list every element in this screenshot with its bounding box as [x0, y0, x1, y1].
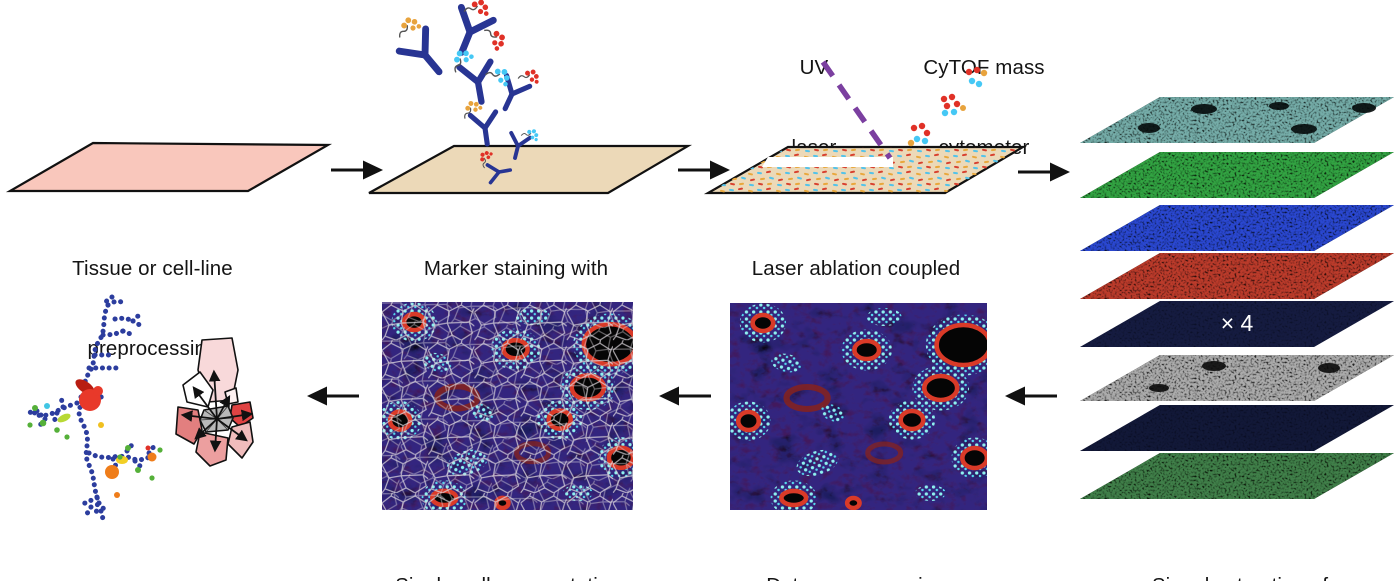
step-label-extraction: Signal extraction of 32 measured markers — [1087, 520, 1393, 581]
channel-layer-dark-navy — [1080, 405, 1394, 451]
label-line: preprocessing — [87, 337, 218, 361]
step-label-preprocessing: Tissue or cell-line preprocessing — [10, 203, 295, 416]
arrow-right-2 — [678, 160, 730, 180]
label-line: Marker staining with — [423, 257, 609, 281]
ablation-graphic — [703, 60, 1028, 195]
step-label-segmentation: Single-cell segmentation — [358, 520, 658, 581]
arrow-left-3 — [307, 386, 359, 406]
label-line: Single-cell segmentation — [358, 573, 658, 581]
arrow-right-1 — [331, 160, 383, 180]
analysis-graphic — [24, 294, 254, 522]
tree-highlight-nodes — [27, 379, 163, 498]
label-line: Laser ablation coupled — [751, 257, 961, 281]
tissue-slide-graphic — [5, 141, 333, 193]
channel-layer-dark-green — [1080, 453, 1394, 499]
staining-graphic — [368, 0, 693, 195]
ablated-track — [762, 157, 893, 167]
label-line: Data preprocessing — [706, 573, 1006, 581]
layer-multiplier-label: × 4 — [1221, 310, 1254, 336]
marker-speckles — [708, 147, 1023, 193]
uv-laser-beam-icon — [820, 60, 893, 160]
label-line: Signal extraction of — [1087, 573, 1393, 581]
channel-layer-blue — [1080, 205, 1394, 251]
label-line: Downstream data analysis — [3, 577, 306, 581]
channel-layer-navy: × 4 — [1080, 301, 1394, 347]
step-label-analysis: Downstream data analysis — [3, 524, 306, 581]
arrow-left-1 — [1005, 386, 1057, 406]
arrow-left-2 — [659, 386, 711, 406]
channel-layer-teal — [1080, 97, 1394, 143]
arrow-right-3 — [1018, 162, 1070, 182]
staining-slide — [368, 144, 693, 195]
tissue-slide — [5, 141, 333, 193]
step-label-assembly: Data preprocessing and image assembly — [706, 520, 1006, 581]
label-line: Tissue or cell-line — [72, 257, 233, 281]
label-line: CyTOF mass — [923, 56, 1045, 80]
segmented-image — [382, 302, 633, 510]
channel-layer-gray — [1080, 355, 1394, 401]
channel-layer-red — [1080, 253, 1394, 299]
neighbourhood-flower — [175, 337, 254, 467]
channel-layer-green — [1080, 152, 1394, 198]
label-line: UV — [799, 56, 829, 80]
assembled-image — [730, 303, 987, 510]
ion-plume-icons — [907, 66, 988, 147]
